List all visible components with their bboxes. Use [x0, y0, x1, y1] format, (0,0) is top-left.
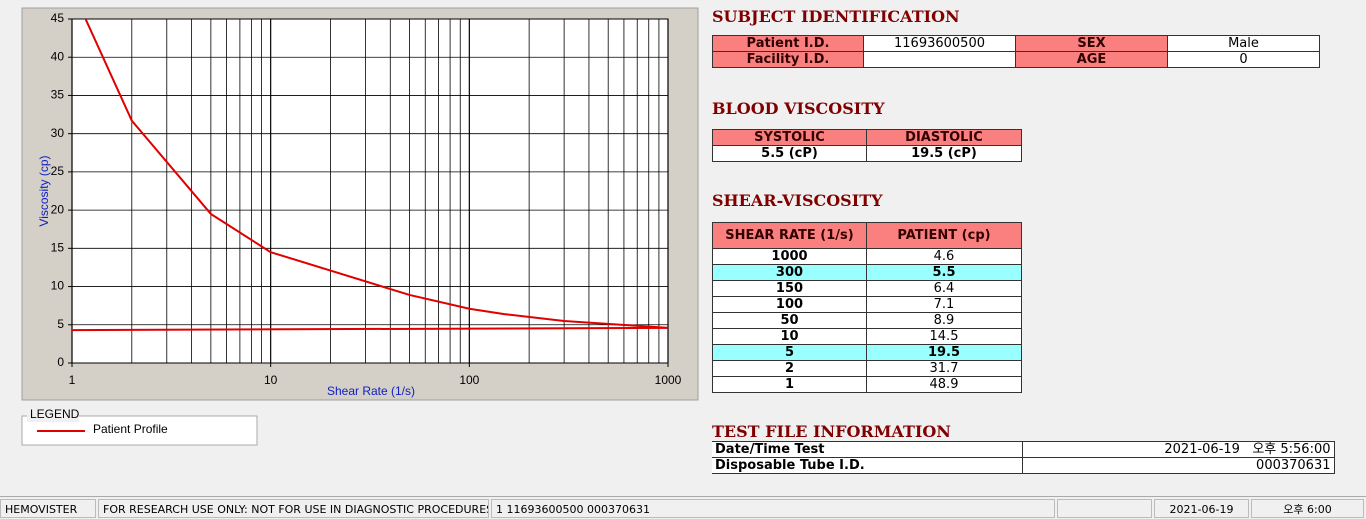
cell-value: Male — [1167, 35, 1320, 52]
section-title: BLOOD VISCOSITY — [712, 99, 885, 118]
section-title: SUBJECT IDENTIFICATION — [712, 7, 960, 26]
shear-rate-cell: 5 — [712, 344, 867, 361]
section-title: SHEAR-VISCOSITY — [712, 191, 883, 210]
y-tick-label: 20 — [51, 202, 65, 216]
y-tick-label: 45 — [51, 11, 65, 25]
section-title: TEST FILE INFORMATION — [712, 422, 951, 441]
value-row: 5.5 (cP) 19.5 (cP) — [712, 145, 1022, 162]
status-cell — [1057, 499, 1152, 518]
header-cell: SHEAR RATE (1/s) — [712, 222, 867, 249]
table-row: 300 5.5 — [712, 264, 1022, 281]
table-row: 2 31.7 — [712, 360, 1022, 377]
viscosity-cell: 31.7 — [866, 360, 1022, 377]
viscosity-cell: 4.6 — [866, 248, 1022, 265]
table-row: Patient I.D. 11693600500 SEX Male — [712, 35, 1320, 52]
cell-value — [863, 51, 1016, 68]
y-tick-label: 15 — [51, 241, 65, 255]
header-cell: PATIENT (cp) — [866, 222, 1022, 249]
shear-rate-cell: 50 — [712, 312, 867, 329]
chart: Shear Rate (1/s) Viscosity (cp) LEGEND 0… — [21, 7, 699, 446]
plot-area — [72, 19, 668, 363]
status-cell: 오후 6:00 — [1251, 499, 1364, 518]
cell-value: 0 — [1167, 51, 1320, 68]
header-row: SYSTOLIC DIASTOLIC — [712, 129, 1022, 146]
shear-rate-cell: 1000 — [712, 248, 867, 265]
y-tick-label: 30 — [51, 126, 65, 140]
x-tick-label: 10 — [264, 373, 278, 387]
y-tick-label: 10 — [51, 279, 65, 293]
shear-rate-cell: 300 — [712, 264, 867, 281]
y-axis-label: Viscosity (cp) — [37, 155, 51, 226]
cell-label: Facility I.D. — [712, 51, 864, 68]
cell-value: 11693600500 — [863, 35, 1016, 52]
table-row: 50 8.9 — [712, 312, 1022, 329]
viscosity-cell: 8.9 — [866, 312, 1022, 329]
legend-title-bg — [27, 409, 79, 422]
x-tick-label: 100 — [459, 373, 479, 387]
viscosity-cell: 48.9 — [866, 376, 1022, 393]
viscosity-cell: 5.5 — [866, 264, 1022, 281]
plot-frame — [71, 18, 669, 364]
shear-rate-cell: 2 — [712, 360, 867, 377]
cell-label: SEX — [1015, 35, 1168, 52]
y-tick-label: 40 — [51, 49, 65, 63]
shear-rate-cell: 10 — [712, 328, 867, 345]
subject-table: Patient I.D. 11693600500 SEX Male Facility I… — [712, 35, 1320, 68]
table-row: 150 6.4 — [712, 280, 1022, 297]
cell-value: 000370631 — [1021, 457, 1335, 474]
shear-rate-cell: 1 — [712, 376, 867, 393]
value-cell: 5.5 (cP) — [712, 145, 867, 162]
table-row: 5 19.5 — [712, 344, 1022, 361]
cell-label: Patient I.D. — [712, 35, 864, 52]
cell-label: AGE — [1015, 51, 1168, 68]
header-row: SHEAR RATE (1/s) PATIENT (cp) — [712, 222, 1022, 249]
blood-table: SYSTOLIC DIASTOLIC 5.5 (cP) 19.5 (cP) — [712, 129, 1022, 162]
data-line — [72, 326, 668, 332]
status-cell: 1 11693600500 000370631 — [491, 499, 1055, 518]
x-tick-label: 1 — [69, 373, 76, 387]
status-cell: HEMOVISTER — [0, 499, 96, 518]
header-cell: DIASTOLIC — [866, 129, 1022, 146]
cell-value: 2021-06-19 오후 5:56:00 — [1021, 441, 1335, 458]
header-cell: SYSTOLIC — [712, 129, 867, 146]
table-row: Date/Time Test 2021-06-19 오후 5:56:00 — [712, 441, 1335, 458]
legend-title: LEGEND — [30, 407, 80, 421]
legend-label: Patient Profile — [93, 422, 168, 436]
value-cell: 19.5 (cP) — [866, 145, 1022, 162]
status-bar: HEMOVISTER FOR RESEARCH USE ONLY: NOT FOR… — [0, 496, 1366, 519]
viscosity-cell: 6.4 — [866, 280, 1022, 297]
shear-rate-cell: 100 — [712, 296, 867, 313]
y-tick-label: 35 — [51, 88, 65, 102]
table-row: 10 14.5 — [712, 328, 1022, 345]
x-axis-label: Shear Rate (1/s) — [327, 384, 415, 398]
x-tick-label: 1000 — [655, 373, 682, 387]
data-line — [84, 19, 668, 329]
y-tick-label: 0 — [57, 355, 64, 369]
table-row: 100 7.1 — [712, 296, 1022, 313]
y-tick-label: 5 — [57, 317, 64, 331]
y-tick-label: 25 — [51, 164, 65, 178]
table-row: 1 48.9 — [712, 376, 1022, 393]
viscosity-cell: 7.1 — [866, 296, 1022, 313]
viscosity-cell: 19.5 — [866, 344, 1022, 361]
status-cell: 2021-06-19 — [1154, 499, 1249, 518]
test-file-table: Date/Time Test 2021-06-19 오후 5:56:00 Dispo… — [712, 441, 1335, 474]
table-row: Facility I.D. AGE 0 — [712, 51, 1320, 68]
cell-label: Date/Time Test — [712, 441, 1023, 458]
shear-table: SHEAR RATE (1/s) PATIENT (cp) 1000 4.6 300 5.… — [712, 222, 1022, 393]
table-row: Disposable Tube I.D. 000370631 — [712, 457, 1335, 474]
table-row: 1000 4.6 — [712, 248, 1022, 265]
viscosity-cell: 14.5 — [866, 328, 1022, 345]
status-cell: FOR RESEARCH USE ONLY: NOT FOR USE IN DI… — [98, 499, 489, 518]
cell-label: Disposable Tube I.D. — [712, 457, 1023, 474]
shear-rate-cell: 150 — [712, 280, 867, 297]
